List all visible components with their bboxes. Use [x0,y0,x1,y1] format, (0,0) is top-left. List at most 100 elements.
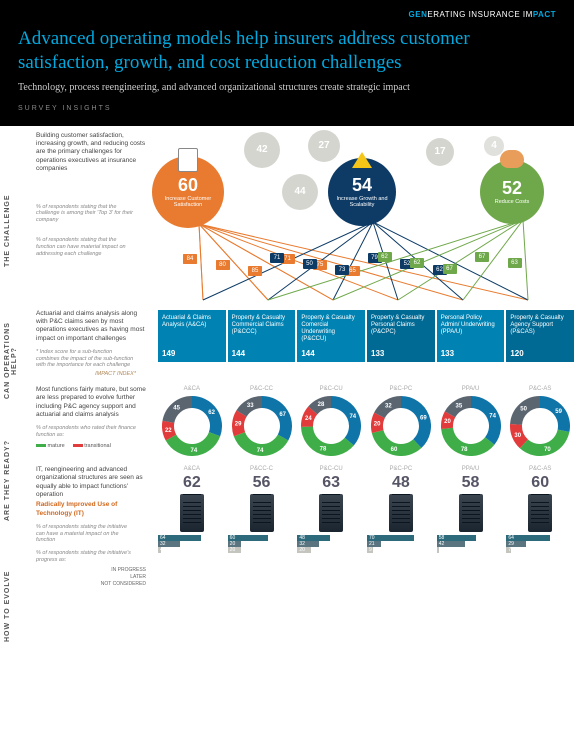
link-value: 63 [508,258,522,268]
donut-header: P&C-CC [228,386,296,392]
link-value: 67 [443,264,457,274]
evolve-note2: % of respondents stating the initiative'… [36,550,136,563]
maturity-legend: mature transitional [36,443,146,449]
donut-cell: P&C-AS59703050 [506,386,574,456]
ops-intro: Actuarial and claims analysis along with… [36,310,146,344]
ops-row: Actuarial and claims analysis along with… [36,310,574,378]
vlabel-ready: ARE THEY READY? [4,426,11,536]
link-value: 73 [335,265,349,275]
donut-cell: P&C-CU74782428 [297,386,365,456]
brand-part3: PACT [533,10,556,19]
challenge-note2: % of respondents stating that the functi… [36,237,136,257]
svg-text:74: 74 [190,448,197,454]
bar-notconsidered: 9 [367,547,373,553]
donut-cell: PPA/U74782035 [437,386,505,456]
svg-text:67: 67 [279,411,286,417]
evolve-row: IT, reengineering and advanced organizat… [36,466,574,589]
svg-text:35: 35 [455,403,462,409]
primary-challenge: 54Increase Growth and Scalability [328,158,396,226]
link-value: 50 [303,259,317,269]
bar-notconsidered: 20 [228,547,242,553]
secondary-challenge: 44 [282,174,318,210]
evolve-cell: PPA/U585842 [437,466,505,553]
function-card: Property & Casualty Personal Claims (P&C… [367,310,435,362]
function-cards: Actuarial & Claims Analysis (A&CA)149 Pro… [158,310,574,362]
function-card: Personal Policy Admin/ Underwriting (PPA… [437,310,505,362]
svg-text:70: 70 [544,446,551,452]
evolve-value: 60 [506,474,574,492]
svg-text:28: 28 [318,402,325,408]
svg-text:32: 32 [385,403,392,409]
secondary-challenge: 17 [426,138,454,166]
lab-later: LATER [130,574,146,580]
ready-row: Most functions fairly mature, but some a… [36,386,574,456]
bar-notconsidered: 4 [158,547,161,553]
link-value: 85 [248,266,262,276]
ready-intro: Most functions fairly mature, but some a… [36,386,146,420]
server-icon [459,494,483,532]
link-value: 80 [216,260,230,270]
link-value: 67 [475,252,489,262]
ready-note: % of respondents who rated their finance… [36,425,136,438]
svg-text:20: 20 [444,419,451,425]
server-icon [319,494,343,532]
svg-text:59: 59 [555,408,562,414]
header-bar: GENERATING INSURANCE IMPACT Advanced ope… [0,0,574,126]
donut-row: A&CA 62 74 22 45 P&C-CC 67 74 29 33 P&C-CU74782428… [158,386,574,456]
evolve-header: PPA/U [437,466,505,472]
donut-cell: A&CA 62 74 22 45 [158,386,226,456]
secondary-challenge: 27 [308,130,340,162]
server-icon [180,494,204,532]
evolve-cells: A&CA6264324P&CC-C56602020P&C-CU63483220P… [158,466,574,553]
link-value: 62 [378,252,392,262]
evolve-cell: P&CC-C56602020 [228,466,296,553]
svg-text:33: 33 [246,403,253,409]
ops-note: * Index score for a sub-function combine… [36,349,136,369]
bar-later: 42 [437,541,465,547]
bar-notconsidered: 20 [297,547,311,553]
server-icon [528,494,552,532]
lab-inprogress: IN PROGRESS [111,567,146,573]
evolve-cell: P&C-CU63483220 [297,466,365,553]
vlabel-ops: CAN OPERATIONS HELP? [4,316,18,406]
donut-header: A&CA [158,386,226,392]
donut-cell: P&C-PC69602032 [367,386,435,456]
brand-part2: ERATING INSURANCE IM [427,10,532,19]
svg-text:74: 74 [489,413,496,419]
function-card: Actuarial & Claims Analysis (A&CA)149 [158,310,226,362]
svg-text:29: 29 [234,421,241,427]
evolve-cell: A&CA6264324 [158,466,226,553]
vlabel-evolve: HOW TO EVOLVE [4,556,11,656]
evolve-value: 62 [158,474,226,492]
server-icon [250,494,274,532]
bar-notconsidered [437,547,439,553]
donut-header: P&C-PC [367,386,435,392]
progress-legend: IN PROGRESS LATER NOT CONSIDERED [36,567,146,587]
mature-label: mature [48,443,65,449]
donut-cell: P&C-CC 67 74 29 33 [228,386,296,456]
svg-text:74: 74 [256,448,263,454]
svg-text:69: 69 [420,415,427,421]
evolve-value: 56 [228,474,296,492]
survey-tag: SURVEY INSIGHTS [18,105,556,112]
mature-swatch [36,444,46,447]
content: THE CHALLENGE CAN OPERATIONS HELP? ARE T… [0,126,574,589]
svg-text:74: 74 [350,414,357,420]
evolve-value: 63 [297,474,365,492]
secondary-challenge: 42 [244,132,280,168]
evolve-note1: % of respondents stating the initiative … [36,524,136,544]
evolve-header: P&CC-C [228,466,296,472]
svg-text:50: 50 [520,406,527,412]
svg-text:78: 78 [460,447,467,453]
svg-text:62: 62 [208,410,215,416]
svg-text:45: 45 [173,405,180,411]
immature-label: transitional [84,443,111,449]
warning-icon [352,152,372,168]
secondary-challenge: 4 [484,136,504,156]
evolve-value: 58 [437,474,505,492]
server-icon [389,494,413,532]
challenge-intro: Building customer satisfaction, increasi… [36,132,146,174]
svg-text:22: 22 [165,428,172,434]
headline: Advanced operating models help insurers … [18,27,556,75]
impact-index-label: IMPACT INDEX* [36,371,136,378]
